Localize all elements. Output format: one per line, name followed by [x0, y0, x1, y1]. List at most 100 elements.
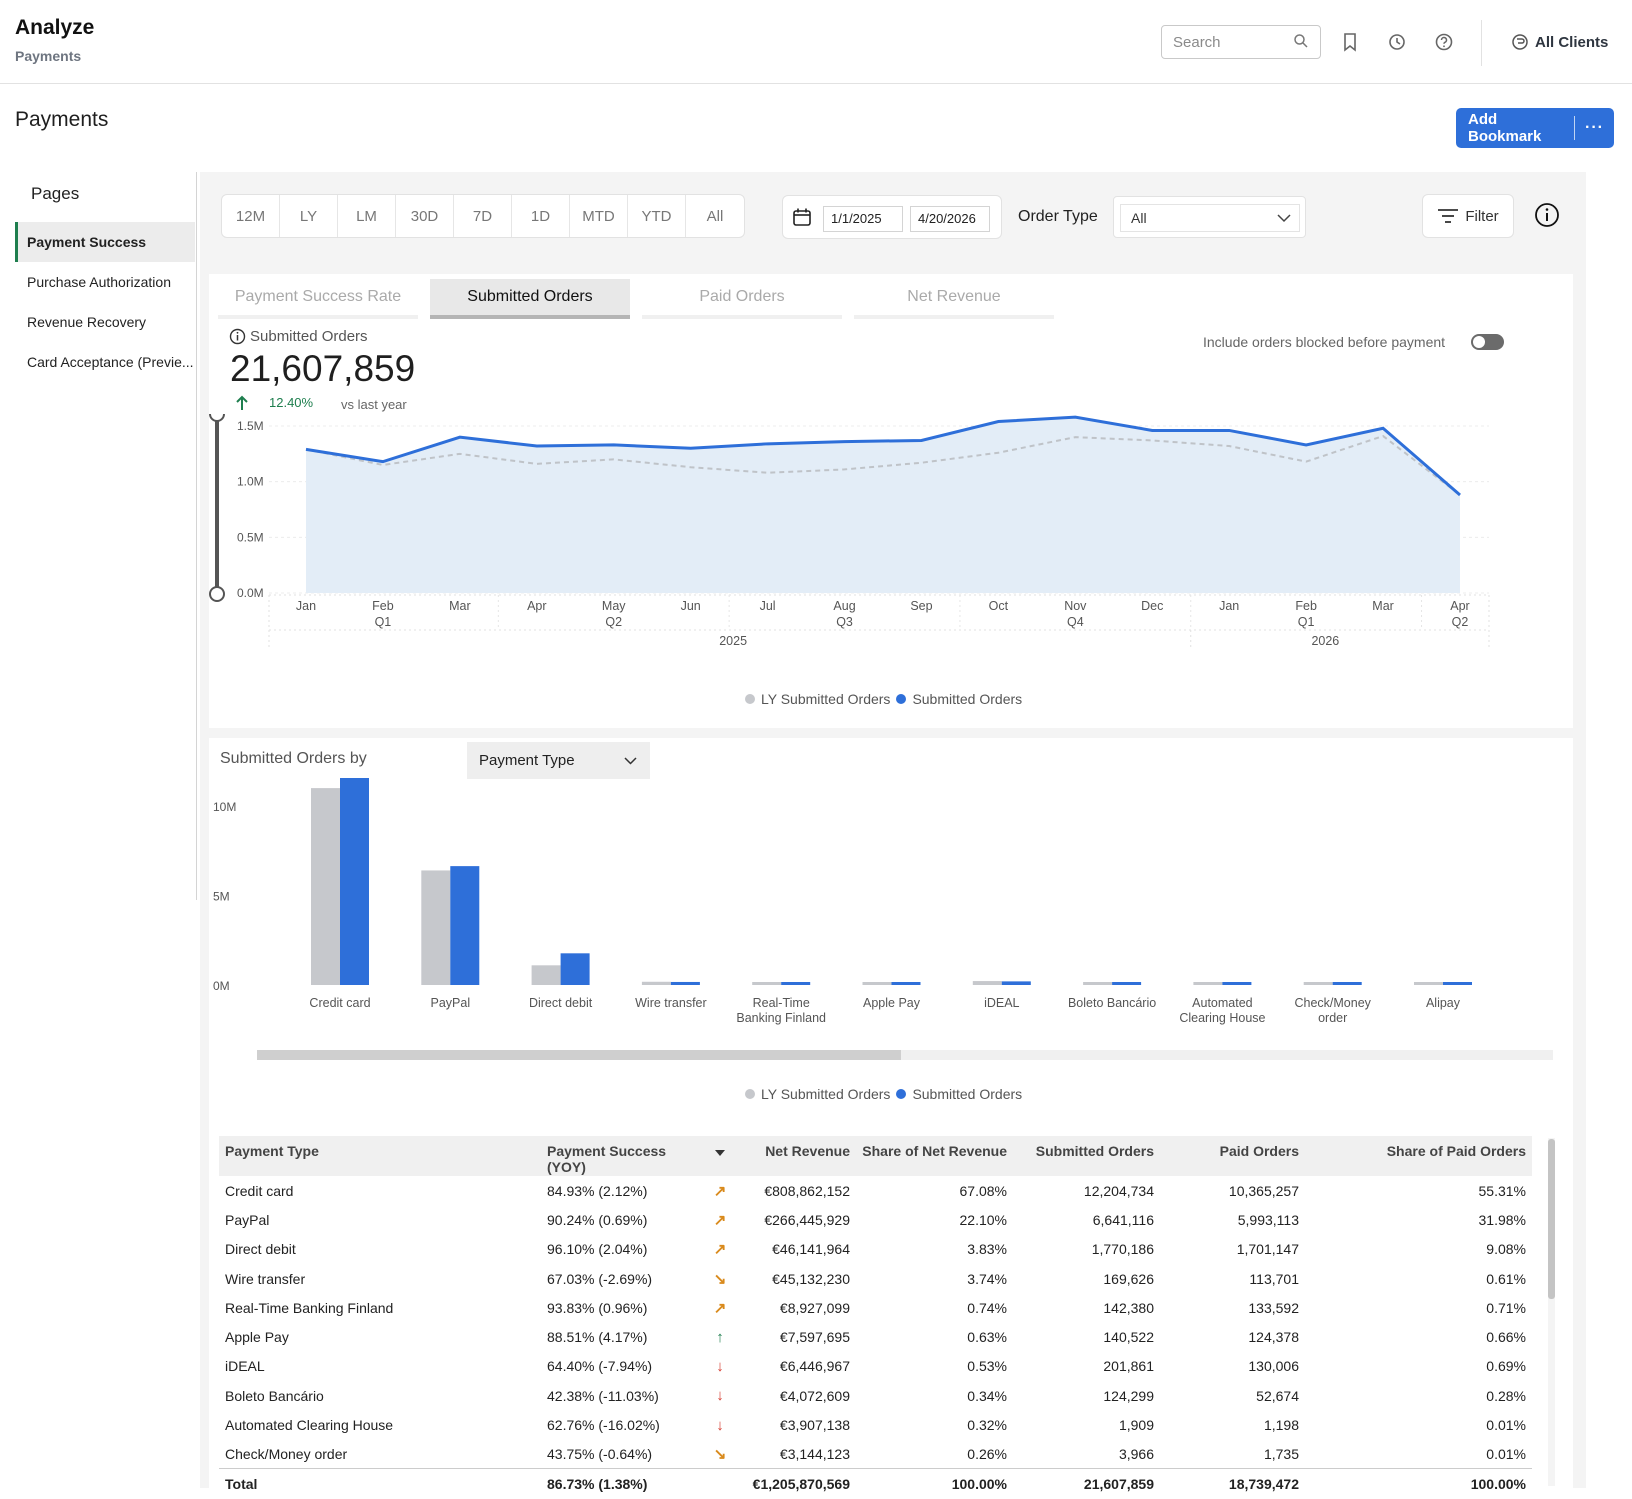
end-date-input[interactable]: 4/20/2026 [910, 206, 990, 232]
table-row[interactable]: Wire transfer 67.03% (-2.69%) ↘ €45,132,230… [219, 1264, 1532, 1293]
table-row[interactable]: Check/Money order 43.75% (-0.64%) ↘ €3,144,… [219, 1440, 1532, 1469]
order-type-select[interactable]: All [1113, 196, 1306, 238]
cell-submitted-orders: 201,861 [1103, 1358, 1154, 1375]
sidebar-item-revenue-recovery[interactable]: Revenue Recovery [15, 302, 195, 342]
add-bookmark-button[interactable]: Add Bookmark ··· [1456, 108, 1614, 148]
trend-arrow-icon: ↓ [716, 1387, 724, 1405]
current-bar [781, 982, 811, 985]
submitted-orders-line [305, 415, 1461, 497]
col-share-paid-orders[interactable]: Share of Paid Orders [1305, 1136, 1532, 1176]
sidebar-item-card-acceptance[interactable]: Card Acceptance (Previe... [15, 342, 195, 382]
cell-paid-orders: 1,735 [1263, 1446, 1299, 1463]
period-12m[interactable]: 12M [222, 195, 280, 237]
table-row[interactable]: Real-Time Banking Finland 93.83% (0.96%) ↗… [219, 1293, 1532, 1322]
table-row[interactable]: iDEAL 64.40% (-7.94%) ↓ €6,446,967 0.53% 201,… [219, 1352, 1532, 1381]
col-submitted-orders[interactable]: Submitted Orders [1013, 1136, 1160, 1176]
table-scrollbar-thumb[interactable] [1548, 1139, 1555, 1299]
trend-arrow-icon: ↗ [713, 1211, 727, 1229]
legend-ly-label: LY Submitted Orders [761, 691, 891, 707]
x-category-label: Direct debit [529, 996, 593, 1010]
cell-payment-success: 88.51% (4.17%) [547, 1329, 648, 1346]
cell-payment-type: Credit card [225, 1182, 294, 1199]
col-share-net-revenue[interactable]: Share of Net Revenue [856, 1136, 1013, 1176]
period-all[interactable]: All [706, 207, 724, 225]
period-lm[interactable]: LM [338, 195, 396, 237]
cell-share-paid-orders: 31.98% [1478, 1211, 1526, 1228]
x-quarter-label: Q1 [1298, 615, 1315, 629]
ly-bar [1303, 982, 1333, 985]
tab-submitted-orders[interactable]: Submitted Orders [430, 279, 630, 319]
cell-paid-orders: 133,592 [1248, 1299, 1299, 1316]
info-icon[interactable] [1534, 202, 1560, 228]
include-blocked-toggle[interactable] [1471, 334, 1504, 350]
current-bar [340, 778, 369, 985]
cell-total-share-paid: 100.00% [1305, 1468, 1532, 1499]
cell-payment-type: Direct debit [225, 1241, 296, 1258]
current-bar [1332, 982, 1362, 985]
table-row[interactable]: Apple Pay 88.51% (4.17%) ↑ €7,597,695 0.63% 1… [219, 1322, 1532, 1351]
tab-net-revenue[interactable]: Net Revenue [854, 279, 1054, 319]
x-year-label: 2026 [1311, 634, 1339, 648]
cell-share-net-revenue: 0.34% [967, 1387, 1007, 1404]
sidebar-item-purchase-authorization[interactable]: Purchase Authorization [15, 262, 195, 302]
cell-share-net-revenue: 0.26% [967, 1446, 1007, 1463]
cell-total-label: Total [219, 1468, 541, 1499]
kpi-label: Submitted Orders [229, 328, 368, 345]
period-mtd[interactable]: MTD [570, 195, 628, 237]
period-30d[interactable]: 30D [396, 195, 454, 237]
search-icon[interactable] [1293, 33, 1309, 49]
x-category-label: Alipay [1426, 996, 1461, 1010]
x-quarter-label: Q1 [375, 615, 392, 629]
current-bar [560, 953, 590, 985]
table-row[interactable]: Automated Clearing House 62.76% (-16.02%)… [219, 1410, 1532, 1439]
sidebar-item-payment-success[interactable]: Payment Success [15, 222, 195, 262]
period-7d[interactable]: 7D [454, 195, 512, 237]
col-paid-orders[interactable]: Paid Orders [1160, 1136, 1305, 1176]
legend-current-label: Submitted Orders [912, 1086, 1023, 1102]
table-row[interactable]: Boleto Bancário 42.38% (-11.03%) ↓ €4,072,6… [219, 1381, 1532, 1410]
cell-submitted-orders: 1,909 [1118, 1417, 1154, 1434]
period-ytd[interactable]: YTD [628, 195, 686, 237]
search-input[interactable] [1161, 25, 1321, 59]
cell-payment-success: 43.75% (-0.64%) [547, 1446, 653, 1463]
col-sort[interactable] [706, 1136, 734, 1176]
cell-share-paid-orders: 0.01% [1486, 1446, 1526, 1463]
bar-legend: LY Submitted Orders Submitted Orders [745, 1086, 1022, 1102]
ly-bar [311, 788, 340, 985]
sort-desc-icon [715, 1150, 725, 1156]
history-icon[interactable] [1386, 31, 1408, 53]
table-scrollbar-track[interactable] [1548, 1138, 1555, 1486]
period-1d[interactable]: 1D [512, 195, 570, 237]
table-row[interactable]: Credit card 84.93% (2.12%) ↗ €808,862,152 67… [219, 1176, 1532, 1205]
table-row[interactable]: Direct debit 96.10% (2.04%) ↗ €46,141,964 3.… [219, 1235, 1532, 1264]
cell-share-paid-orders: 0.71% [1486, 1299, 1526, 1316]
help-icon[interactable] [1433, 31, 1455, 53]
ly-bar [752, 982, 782, 985]
x-category-label: Check/Money [1294, 996, 1371, 1010]
x-quarter-label: Q3 [836, 615, 853, 629]
table-row[interactable]: PayPal 90.24% (0.69%) ↗ €266,445,929 22.10% 6… [219, 1205, 1532, 1234]
col-payment-type[interactable]: Payment Type [219, 1136, 541, 1176]
cell-net-revenue: €266,445,929 [764, 1211, 850, 1228]
more-options-button[interactable]: ··· [1585, 119, 1604, 136]
breakdown-dimension-select[interactable]: Payment Type [467, 742, 650, 779]
filter-button[interactable]: Filter [1422, 194, 1514, 238]
calendar-icon[interactable] [791, 206, 813, 228]
y-tick-label: 0.5M [237, 530, 264, 544]
cell-payment-type: Apple Pay [225, 1329, 289, 1346]
info-icon[interactable] [229, 328, 246, 345]
tab-paid-orders[interactable]: Paid Orders [642, 279, 842, 319]
start-date-input[interactable]: 1/1/2025 [823, 206, 903, 232]
all-clients-button[interactable]: All Clients [1511, 31, 1608, 53]
col-net-revenue[interactable]: Net Revenue [734, 1136, 856, 1176]
tab-payment-success-rate[interactable]: Payment Success Rate [218, 279, 418, 319]
trend-arrow-icon: ↘ [713, 1446, 727, 1464]
bookmark-icon[interactable] [1339, 31, 1361, 53]
cell-payment-success: 64.40% (-7.94%) [547, 1358, 653, 1375]
period-ly[interactable]: LY [280, 195, 338, 237]
cell-net-revenue: €8,927,099 [779, 1299, 850, 1316]
col-payment-success[interactable]: Payment Success (YOY) [541, 1136, 706, 1176]
app-title: Analyze [15, 16, 95, 39]
cell-paid-orders: 10,365,257 [1228, 1182, 1299, 1199]
add-bookmark-label: Add Bookmark [1468, 111, 1542, 145]
